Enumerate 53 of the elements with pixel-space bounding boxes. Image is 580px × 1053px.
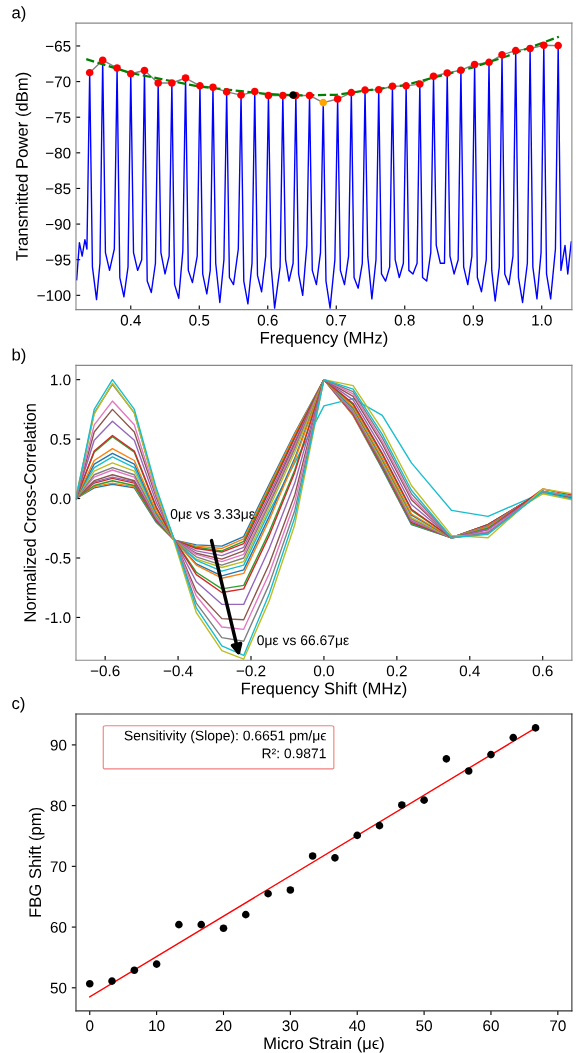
x-tick-label: 0.8 [394,314,415,326]
y-axis-title: FBG Shift (pm) [28,807,45,917]
x-axis-title: Frequency Shift (MHz) [241,682,407,698]
chart-title: c) [12,696,25,713]
y-tick-label: −95 [45,254,71,266]
y-tick-label: −75 [45,112,71,123]
x-tick-label: −0.6 [90,665,120,677]
annotation: 0με vs 66.67με [257,635,349,648]
x-tick-label: 40 [349,1020,366,1032]
x-tick-label: 0.6 [532,665,553,677]
y-tick-label: 0.5 [50,433,71,445]
x-axis-title: Frequency (MHz) [260,331,388,347]
y-tick-label: −90 [45,218,71,230]
annotation: Sensitivity (Slope): 0.6651 pm/μϵ [124,730,326,744]
y-tick-label: 70 [50,861,67,873]
x-tick-label: 0.4 [120,314,141,326]
y-tick-label: −85 [45,183,71,195]
x-tick-label: 0.0 [313,665,334,677]
y-tick-label: 1.0 [51,374,71,386]
x-tick-label: −0.4 [163,665,193,677]
x-tick-label: 0.9 [463,314,484,326]
y-tick-label: 50 [50,982,67,994]
x-tick-label: 20 [215,1020,232,1032]
annotation: R²: 0.9871 [262,748,326,759]
y-tick-label: 0.0 [50,493,71,505]
x-tick-label: 70 [550,1020,566,1032]
x-tick-label: 50 [416,1020,432,1032]
chart-title: b) [12,348,26,364]
y-tick-label: −80 [45,147,71,159]
y-tick-label: −65 [45,40,71,52]
x-tick-label: 0 [86,1020,94,1032]
y-tick-label: 80 [50,800,67,812]
x-tick-label: 30 [282,1020,299,1032]
y-axis-title: Transmitted Power (dBm) [15,72,32,261]
y-tick-label: -1.0 [45,612,71,624]
y-tick-label: −100 [37,290,71,302]
x-tick-label: 0.6 [257,314,278,326]
y-tick-label: -0.5 [45,552,71,564]
x-axis-title: Micro Strain (μϵ) [264,1036,384,1053]
y-axis-title: Normalized Cross-Correlation [23,404,36,622]
x-tick-label: 0.7 [326,314,347,326]
annotation: 0με vs 3.33με [170,509,255,522]
chart-title: a) [12,6,26,22]
x-tick-label: 0.5 [189,314,210,326]
x-tick-label: 0.4 [459,665,480,677]
x-tick-label: 60 [483,1020,499,1032]
y-tick-label: 90 [50,739,67,751]
x-tick-label: 10 [149,1020,165,1032]
x-tick-label: 0.2 [386,665,407,677]
x-tick-label: −0.2 [236,665,266,677]
y-tick-label: 60 [50,921,67,933]
x-tick-label: 1.0 [532,314,552,326]
y-tick-label: −70 [45,76,71,88]
